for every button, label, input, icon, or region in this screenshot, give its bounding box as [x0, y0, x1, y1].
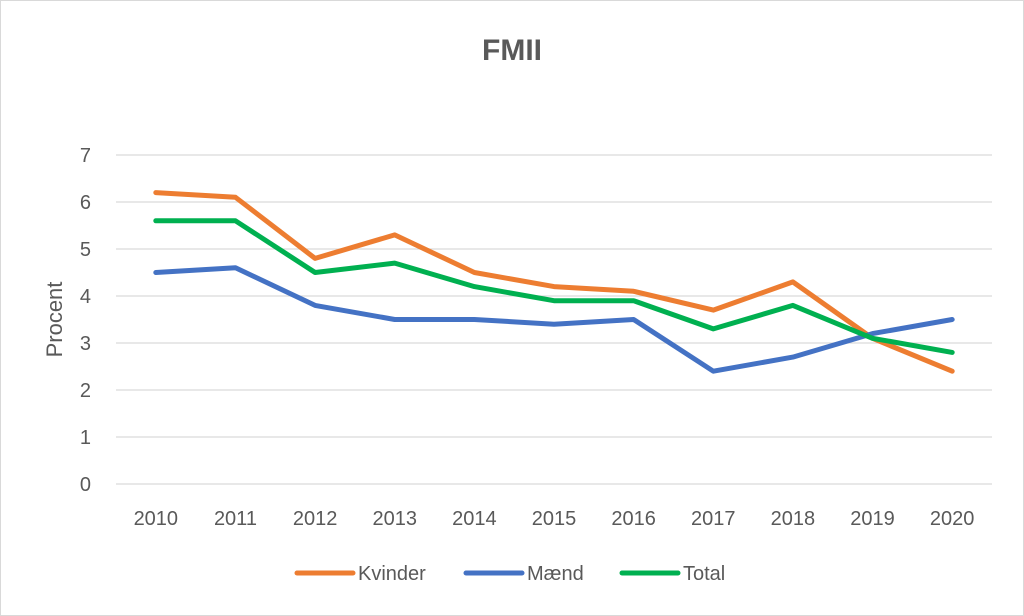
- gridlines: [116, 154, 992, 485]
- x-tick-label: 2012: [293, 508, 338, 530]
- legend-label: Mænd: [527, 563, 584, 585]
- x-tick-label: 2017: [691, 508, 736, 530]
- series-line-kvinder: [153, 190, 955, 374]
- x-tick-label: 2013: [372, 508, 417, 530]
- y-tick-label: 3: [80, 333, 91, 355]
- series-lines: [153, 190, 955, 374]
- x-tick-label: 2014: [452, 508, 497, 530]
- x-tick-label: 2010: [134, 508, 179, 530]
- x-tick-label: 2016: [611, 508, 656, 530]
- y-axis-label: Procent: [42, 282, 67, 358]
- chart-title: FMII: [482, 34, 542, 67]
- x-tick-label: 2015: [532, 508, 577, 530]
- y-tick-label: 0: [80, 474, 91, 496]
- series-line-mænd: [153, 265, 955, 374]
- legend: Kvinder Mænd Total: [294, 563, 725, 585]
- y-tick-labels: 0 1 2 3 4 5 6 7: [80, 145, 91, 496]
- y-tick-label: 4: [80, 286, 91, 308]
- y-tick-label: 6: [80, 192, 91, 214]
- y-tick-label: 7: [80, 145, 91, 167]
- legend-label: Kvinder: [358, 563, 426, 585]
- y-tick-label: 5: [80, 239, 91, 261]
- series-line-total: [153, 218, 955, 355]
- x-tick-label: 2020: [930, 508, 975, 530]
- x-tick-label: 2011: [214, 508, 257, 530]
- x-tick-labels: 2010 2011 2012 2013 2014 2015 2016 2017 2018 2019…: [134, 508, 975, 530]
- y-tick-label: 2: [80, 380, 91, 402]
- x-tick-label: 2018: [771, 508, 816, 530]
- x-tick-label: 2019: [850, 508, 895, 530]
- legend-label: Total: [683, 563, 725, 585]
- y-tick-label: 1: [80, 427, 91, 449]
